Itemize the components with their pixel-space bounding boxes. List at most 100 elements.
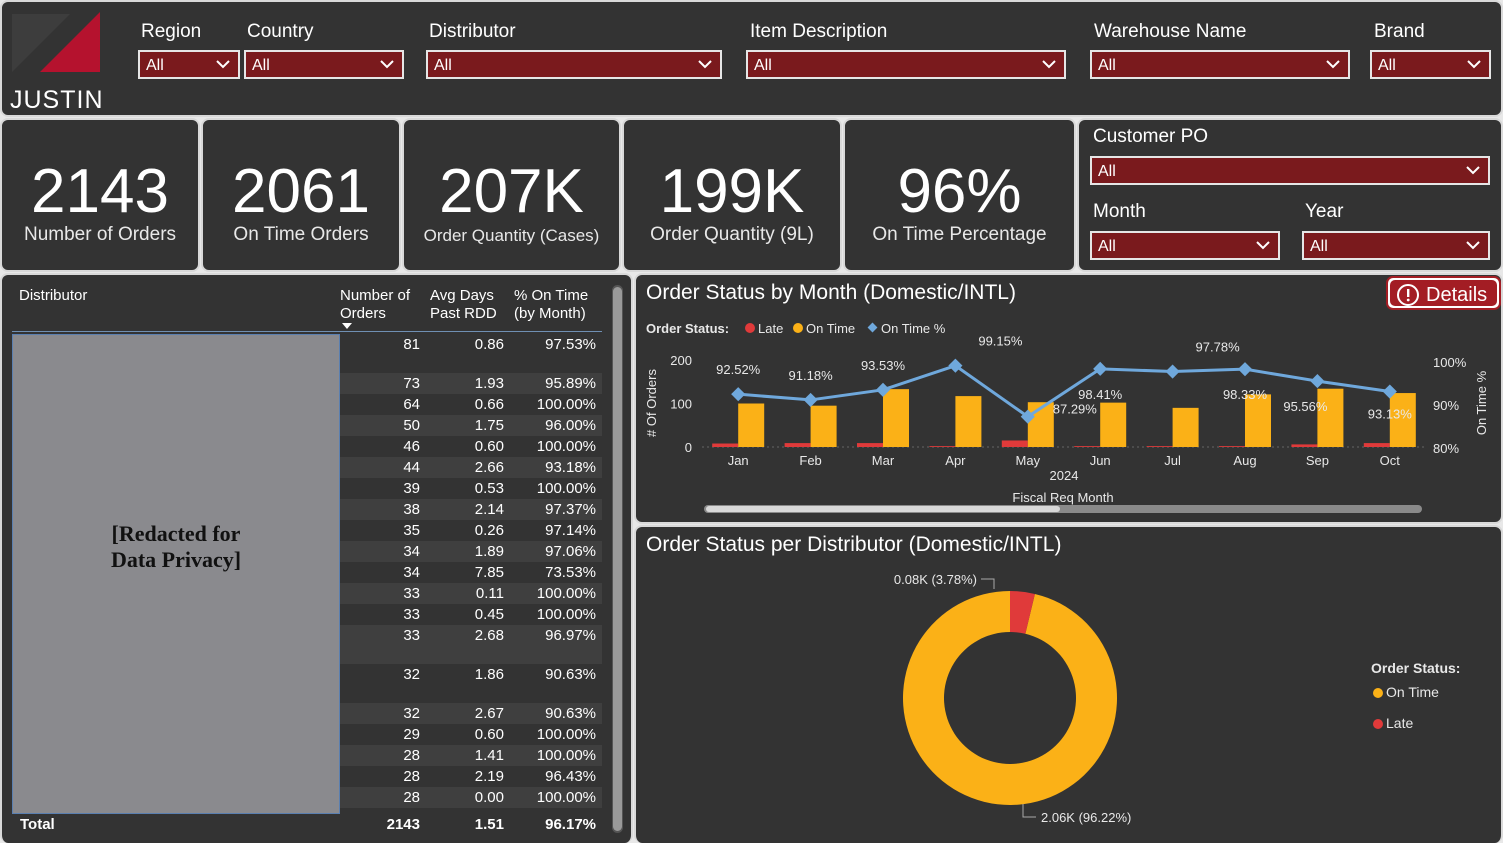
table-row[interactable]: 28 2.19 96.43% <box>340 766 602 787</box>
cell-avg-days: 2.14 <box>474 501 504 518</box>
late-leader-line <box>981 578 995 589</box>
item-description-dropdown[interactable]: All <box>746 50 1066 79</box>
month-dropdown[interactable]: All <box>1090 231 1280 260</box>
col-header-pct-on-time-line2: (by Month) <box>514 305 586 322</box>
table-row[interactable]: 33 0.45 100.00% <box>340 604 602 625</box>
table-row[interactable]: 28 0.00 100.00% <box>340 787 602 808</box>
bar-on-time <box>1389 393 1416 447</box>
kpi-value: 96% <box>897 157 1022 226</box>
col-header-orders-line2: Orders <box>340 305 386 322</box>
table-scrollbar[interactable] <box>612 285 623 833</box>
cell-pct-on-time: 90.63% <box>545 666 596 683</box>
chart-scrollbar-thumb <box>706 506 1060 512</box>
cell-pct-on-time: 100.00% <box>536 789 596 806</box>
table-row[interactable]: 32 1.86 90.63% <box>340 664 602 703</box>
cell-pct-on-time: 100.00% <box>536 747 596 764</box>
table-scrollbar-thumb[interactable] <box>613 287 622 831</box>
chevron-down-icon <box>1466 166 1480 175</box>
kpi-label: Number of Orders <box>23 224 177 245</box>
legend-marker-on-time-pct <box>867 322 878 333</box>
customer-po-value: All <box>1098 163 1116 180</box>
col-header-pct-on-time[interactable]: % On Time (by Month) <box>514 287 588 323</box>
cell-orders: 50 <box>403 417 420 434</box>
bar-late <box>1146 446 1173 447</box>
details-button[interactable]: Details <box>1386 276 1501 310</box>
table-row[interactable]: 34 7.85 73.53% <box>340 562 602 583</box>
legend-title: Order Status: <box>646 321 729 336</box>
brand-dropdown[interactable]: All <box>1370 50 1491 79</box>
table-row[interactable]: 35 0.26 97.14% <box>340 520 602 541</box>
table-row[interactable]: 34 1.89 97.06% <box>340 541 602 562</box>
cell-avg-days: 2.67 <box>474 705 504 722</box>
x-tick-label: Jul <box>1164 453 1181 468</box>
cell-orders: 28 <box>403 789 420 806</box>
sort-desc-icon <box>342 323 352 329</box>
customer-po-dropdown[interactable]: All <box>1090 156 1490 185</box>
details-label: Details <box>1426 284 1488 306</box>
cell-avg-days: 0.26 <box>474 522 504 539</box>
cell-orders: 81 <box>403 336 420 353</box>
donut-legend-label: On Time <box>1386 684 1439 700</box>
y2-tick-label: 100% <box>1433 355 1467 370</box>
cell-avg-days: 0.66 <box>474 396 504 413</box>
distributor-donut-panel: Order Status per Distributor (Domestic/I… <box>634 525 1503 843</box>
cell-orders: 44 <box>403 459 420 476</box>
warehouse-dropdown[interactable]: All <box>1090 50 1350 79</box>
table-row[interactable]: 33 2.68 96.97% <box>340 625 602 664</box>
table-row[interactable]: 44 2.66 93.18% <box>340 457 602 478</box>
table-row[interactable]: 38 2.14 97.37% <box>340 499 602 520</box>
table-row[interactable]: 73 1.93 95.89% <box>340 373 602 394</box>
on-time-pct-marker <box>803 392 818 407</box>
details-button-inner: Details <box>1390 280 1497 306</box>
cell-avg-days: 1.41 <box>474 747 504 764</box>
cell-orders: 33 <box>403 585 420 602</box>
y-tick-label: 0 <box>685 440 692 455</box>
legend-marker-on-time <box>793 323 803 333</box>
table-row[interactable]: 33 0.11 100.00% <box>340 583 602 604</box>
cell-avg-days: 2.19 <box>474 768 504 785</box>
y-tick-label: 100 <box>670 397 692 412</box>
cell-avg-days: 0.11 <box>475 585 504 602</box>
on-time-pct-marker <box>1310 374 1325 389</box>
year-dropdown[interactable]: All <box>1302 231 1490 260</box>
kpi-card-quantity-cases: 207K Order Quantity (Cases) <box>402 118 621 272</box>
table-row[interactable]: 46 0.60 100.00% <box>340 436 602 457</box>
col-header-distributor[interactable]: Distributor <box>19 287 88 304</box>
chevron-down-icon <box>1326 60 1340 69</box>
region-dropdown[interactable]: All <box>138 50 240 79</box>
chevron-down-icon <box>1467 60 1481 69</box>
table-row[interactable]: 29 0.60 100.00% <box>340 724 602 745</box>
kpi-value: 199K <box>659 157 805 226</box>
table-row[interactable]: 28 1.41 100.00% <box>340 745 602 766</box>
table-row[interactable]: 64 0.66 100.00% <box>340 394 602 415</box>
table-row[interactable]: 32 2.67 90.63% <box>340 703 602 724</box>
on-time-data-label: 2.06K (96.22%) <box>1041 810 1131 825</box>
cell-pct-on-time: 97.06% <box>545 543 596 560</box>
bar-late <box>929 446 956 447</box>
kpi-label: On Time Percentage <box>872 224 1047 245</box>
total-pct: 96.17% <box>545 816 596 833</box>
total-label: Total <box>20 816 55 833</box>
bar-late <box>1363 443 1390 447</box>
kpi-card-orders: 2143 Number of Orders <box>0 118 200 272</box>
cell-pct-on-time: 96.00% <box>545 417 596 434</box>
distributor-dropdown[interactable]: All <box>426 50 722 79</box>
logo: JUSTIN <box>10 10 122 114</box>
region-label: Region <box>141 21 202 42</box>
col-header-orders[interactable]: Number of Orders <box>340 287 410 329</box>
table-row[interactable]: 50 1.75 96.00% <box>340 415 602 436</box>
country-dropdown[interactable]: All <box>244 50 404 79</box>
cell-orders: 29 <box>403 726 420 743</box>
col-header-avg-days[interactable]: Avg Days Past RDD <box>430 287 497 323</box>
table-row[interactable]: 39 0.53 100.00% <box>340 478 602 499</box>
legend-marker-late <box>745 323 755 333</box>
cell-avg-days: 1.86 <box>474 666 504 683</box>
logo-text: JUSTIN <box>10 86 104 114</box>
bar-on-time <box>810 405 837 447</box>
table-row[interactable]: 81 0.86 97.53% <box>340 334 602 373</box>
cell-orders: 64 <box>403 396 420 413</box>
chevron-down-icon <box>216 60 230 69</box>
month-value: All <box>1098 238 1116 255</box>
redacted-line1: [Redacted for <box>111 521 241 546</box>
region-value: All <box>146 57 164 74</box>
